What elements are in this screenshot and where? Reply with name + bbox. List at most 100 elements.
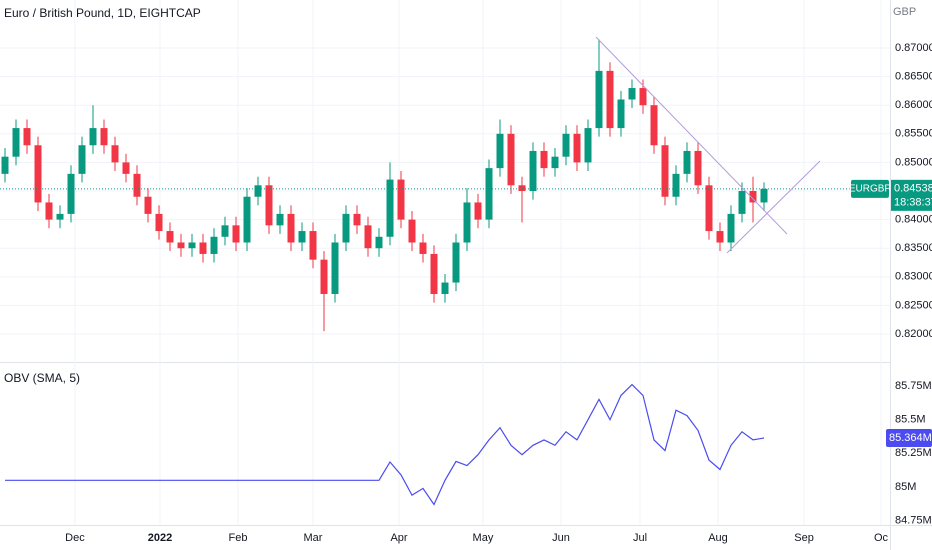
candle-body bbox=[705, 185, 713, 232]
candle-body bbox=[639, 88, 647, 106]
candle-body bbox=[474, 202, 482, 220]
candle-body bbox=[408, 219, 416, 243]
candle-body bbox=[1, 156, 9, 174]
candle-body bbox=[617, 99, 625, 129]
candle-body bbox=[342, 213, 350, 243]
candle-body bbox=[452, 242, 460, 283]
y-tick-label: 85.25M bbox=[895, 447, 932, 459]
candle-body bbox=[155, 213, 163, 232]
grid bbox=[0, 0, 890, 525]
x-tick-label: Oc bbox=[874, 532, 889, 544]
candle-body bbox=[89, 128, 97, 146]
x-tick-label: May bbox=[473, 532, 494, 544]
candle-body bbox=[276, 213, 284, 226]
candle-body bbox=[716, 231, 724, 243]
candle-body bbox=[562, 133, 570, 157]
candle-body bbox=[133, 173, 141, 197]
candle-body bbox=[650, 105, 658, 146]
y-tick-label: 85.75M bbox=[895, 380, 932, 392]
candle-body bbox=[628, 88, 636, 100]
candle-body bbox=[122, 162, 130, 174]
candle-body bbox=[463, 202, 471, 243]
candle-body bbox=[485, 168, 493, 220]
candle-body bbox=[529, 150, 537, 192]
axis-label: GBP bbox=[893, 6, 916, 18]
x-tick-label: Dec bbox=[65, 532, 85, 544]
y-tick-label: 85.5M bbox=[895, 414, 926, 426]
candle-body bbox=[254, 185, 262, 197]
candle-body bbox=[320, 259, 328, 294]
candle-body bbox=[672, 173, 680, 197]
price-badge bbox=[891, 179, 932, 211]
y-tick-label: 85M bbox=[895, 481, 916, 493]
candle-body bbox=[518, 185, 526, 192]
candle-body bbox=[78, 145, 86, 174]
candle-body bbox=[375, 236, 383, 249]
last-price-label: 0.84538 bbox=[894, 183, 932, 195]
y-tick-label: 0.83000 bbox=[895, 271, 932, 283]
countdown-label: 18:38:37 bbox=[894, 197, 932, 209]
obv-line bbox=[5, 383, 765, 506]
candle-body bbox=[45, 202, 53, 220]
last-value-label: 85.364M bbox=[889, 432, 932, 444]
x-tick-label: Jun bbox=[552, 532, 570, 544]
candle-body bbox=[34, 145, 42, 203]
candle-body bbox=[551, 156, 559, 169]
candle-body bbox=[397, 179, 405, 220]
candle-body bbox=[331, 242, 339, 294]
candle-body bbox=[188, 242, 196, 249]
candle-body bbox=[540, 150, 548, 169]
y-tick-label: 0.82000 bbox=[895, 328, 932, 340]
symbol-label: EURGBP bbox=[849, 183, 892, 194]
trend-line bbox=[726, 160, 821, 254]
candle-body bbox=[265, 185, 273, 226]
candle-body bbox=[364, 225, 372, 249]
candle-body bbox=[496, 133, 504, 169]
candle-body bbox=[12, 128, 20, 157]
x-tick-label: Apr bbox=[390, 532, 407, 544]
axes: Dec 2022 Feb Mar Apr May Jun Jul Aug Sep Oc 0.82000… bbox=[65, 42, 932, 544]
candle-body bbox=[210, 236, 218, 254]
candle-body bbox=[56, 213, 64, 220]
value-badge bbox=[886, 428, 932, 447]
y-tick-label: 84.75M bbox=[895, 515, 932, 527]
y-tick-label: 0.85000 bbox=[895, 156, 932, 168]
y-tick-label: 0.84000 bbox=[895, 214, 932, 226]
candle-body bbox=[111, 145, 119, 163]
candle-body bbox=[606, 70, 614, 129]
candle-body bbox=[507, 133, 515, 186]
candle-body bbox=[23, 128, 31, 146]
candle-body bbox=[683, 150, 691, 174]
symbol-badge bbox=[851, 179, 889, 198]
candle-body bbox=[199, 242, 207, 254]
trend-line bbox=[595, 36, 788, 235]
candle-body bbox=[419, 242, 427, 254]
candle-body bbox=[309, 231, 317, 260]
y-tick-label: 0.83500 bbox=[895, 242, 932, 254]
candle-body bbox=[430, 253, 438, 294]
candle-body bbox=[661, 145, 669, 197]
candle-body bbox=[584, 128, 592, 163]
candle-body bbox=[144, 196, 152, 214]
x-tick-label: Aug bbox=[708, 532, 728, 544]
candle-body bbox=[760, 188, 768, 203]
y-tick-label: 0.82500 bbox=[895, 299, 932, 311]
y-tick-label: 0.85500 bbox=[895, 128, 932, 140]
candle-body bbox=[177, 242, 185, 249]
marks bbox=[0, 39, 890, 506]
candle-body bbox=[232, 225, 240, 243]
x-tick-label: Sep bbox=[794, 532, 814, 544]
y-tick-label: 0.87000 bbox=[895, 42, 932, 54]
chart-title: Euro / British Pound, 1D, EIGHTCAP bbox=[4, 6, 201, 20]
candle-body bbox=[166, 231, 174, 243]
candle-body bbox=[353, 213, 361, 226]
candle-body bbox=[738, 191, 746, 214]
candle-body bbox=[243, 196, 251, 243]
x-tick-label: Jul bbox=[633, 532, 647, 544]
candle-body bbox=[287, 213, 295, 243]
candle-body bbox=[727, 213, 735, 243]
candle-body bbox=[67, 173, 75, 214]
y-tick-label: 0.86000 bbox=[895, 99, 932, 111]
candle-body bbox=[221, 225, 229, 237]
